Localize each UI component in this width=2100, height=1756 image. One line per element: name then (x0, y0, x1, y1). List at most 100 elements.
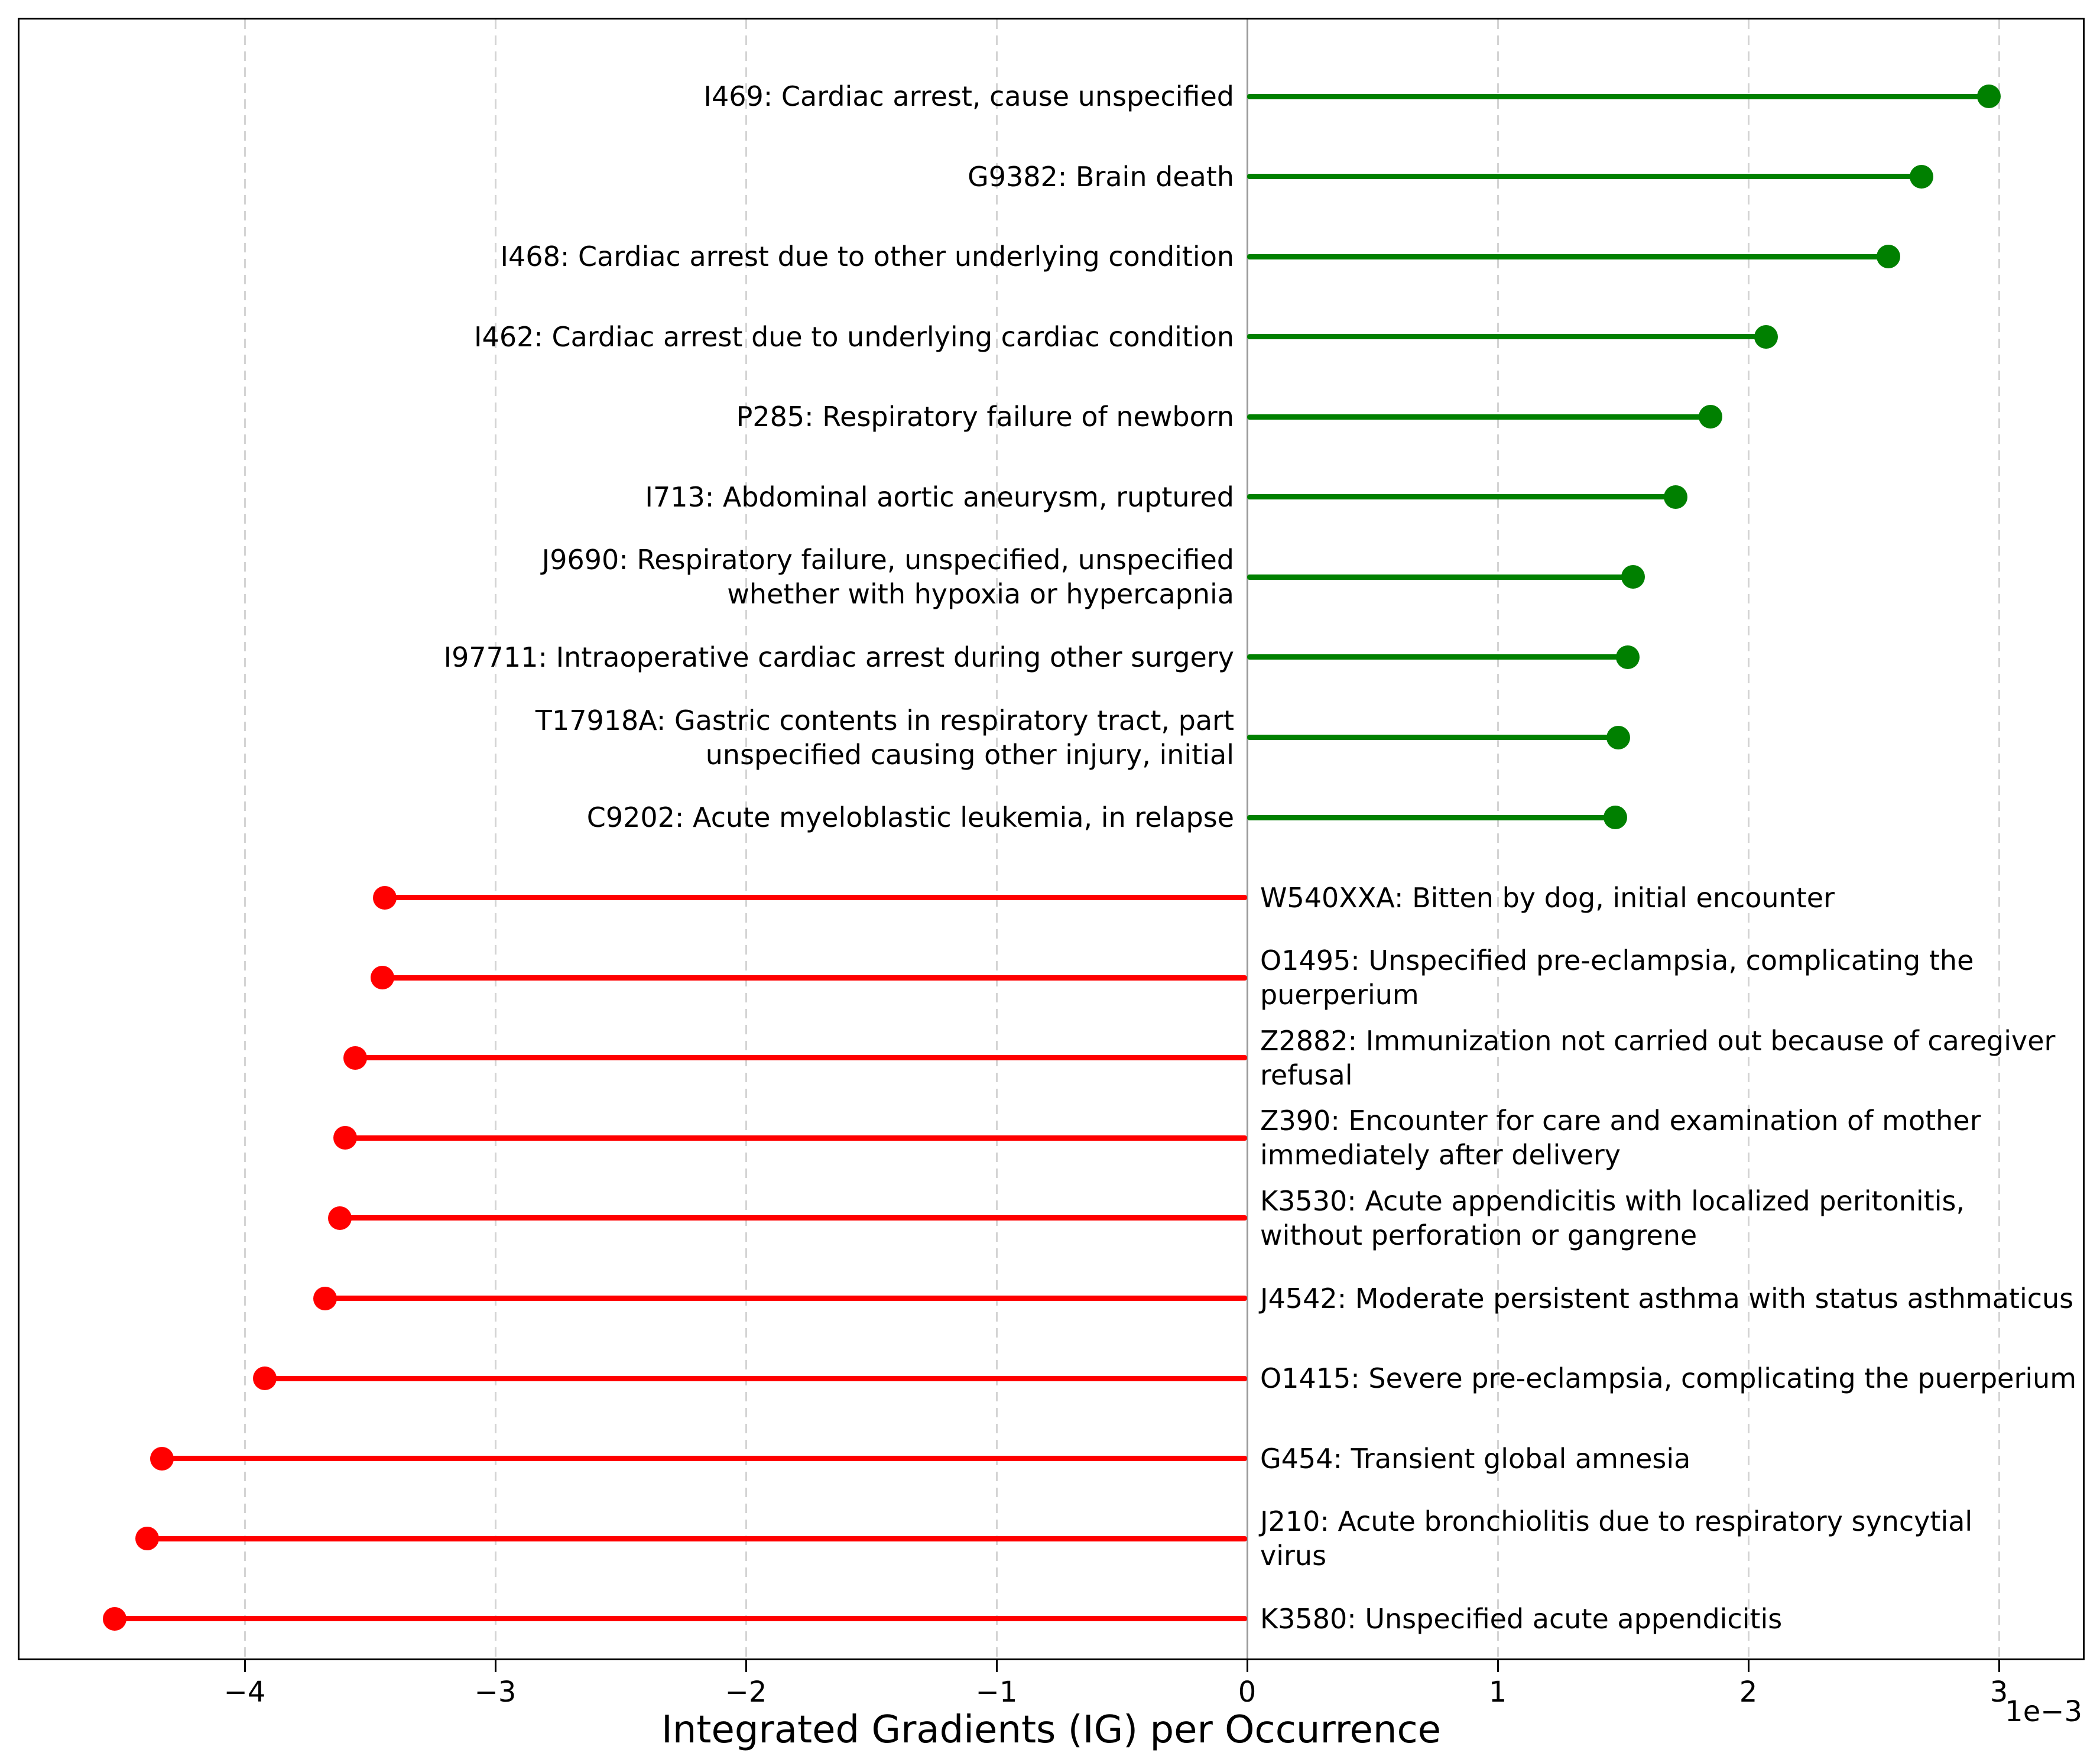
category-label: P285: Respiratory failure of newborn (736, 400, 1234, 434)
x-gridline (1497, 20, 1499, 1658)
category-label: Z2882: Immunization not carried out beca… (1260, 1024, 2055, 1092)
lollipop-dot (1699, 405, 1723, 429)
lollipop-dot (1877, 245, 1901, 269)
lollipop-dot (135, 1527, 159, 1551)
category-label-line: K3580: Unspecified acute appendicitis (1260, 1602, 1783, 1635)
x-gridline (1998, 20, 2000, 1658)
x-axis-label: Integrated Gradients (IG) per Occurrence (661, 1708, 1442, 1752)
category-label-line: I469: Cardiac arrest, cause unspecified (703, 80, 1234, 112)
x-tick-mark (995, 1660, 998, 1672)
x-tick-mark (745, 1660, 747, 1672)
lollipop-stem (1247, 254, 1889, 259)
category-label-line: O1415: Severe pre-eclampsia, complicatin… (1260, 1362, 2077, 1395)
lollipop-dot (1604, 806, 1628, 830)
x-tick-label: 2 (1739, 1676, 1758, 1709)
x-gridline (244, 20, 246, 1658)
category-label-line: O1495: Unspecified pre-eclampsia, compli… (1260, 944, 1974, 977)
category-label: J210: Acute bronchiolitis due to respira… (1260, 1504, 1972, 1573)
category-label-line: C9202: Acute myeloblastic leukemia, in r… (586, 801, 1234, 834)
lollipop-stem (1247, 414, 1711, 420)
lollipop-stem (382, 975, 1247, 981)
lollipop-stem (147, 1536, 1247, 1541)
category-label-line: Z2882: Immunization not carried out beca… (1260, 1024, 2056, 1057)
lollipop-stem (264, 1375, 1247, 1381)
lollipop-stem (162, 1456, 1247, 1462)
category-label: I462: Cardiac arrest due to underlying c… (474, 320, 1234, 354)
plot-area: I469: Cardiac arrest, cause unspecified G… (18, 18, 2085, 1660)
category-label: T17918A: Gastric contents in respiratory… (535, 703, 1234, 772)
x-gridline (494, 20, 496, 1658)
category-label-line: Z390: Encounter for care and examination… (1260, 1105, 1981, 1137)
category-label-line: refusal (1260, 1059, 1353, 1091)
category-label: O1415: Severe pre-eclampsia, complicatin… (1260, 1361, 2076, 1395)
category-label-line: I713: Abdominal aortic aneurysm, rupture… (645, 481, 1234, 513)
x-tick-label: −3 (474, 1676, 517, 1709)
x-tick-label: −1 (975, 1676, 1018, 1709)
category-label-line: immediately after delivery (1260, 1139, 1621, 1171)
category-label-line: T17918A: Gastric contents in respiratory… (535, 704, 1234, 736)
axis-scale-offset: 1e−3 (2005, 1695, 2082, 1728)
category-label-line: puerperium (1260, 979, 1419, 1011)
lollipop-stem (1247, 494, 1676, 500)
category-label-line: I468: Cardiac arrest due to other underl… (500, 241, 1234, 273)
category-label: K3580: Unspecified acute appendicitis (1260, 1602, 1782, 1636)
lollipop-dot (313, 1286, 337, 1310)
category-label-line: G454: Transient global amnesia (1260, 1442, 1691, 1475)
lollipop-dot (1621, 565, 1645, 589)
lollipop-dot (343, 1046, 367, 1070)
x-tick-label: 1 (1488, 1676, 1507, 1709)
lollipop-stem (1247, 654, 1628, 660)
category-label-line: virus (1260, 1540, 1327, 1572)
x-tick-mark (244, 1660, 246, 1672)
category-label: Z390: Encounter for care and examination… (1260, 1103, 1981, 1172)
zero-line (1246, 20, 1248, 1658)
lollipop-dot (1754, 324, 1778, 349)
x-tick-label: −2 (725, 1676, 767, 1709)
x-tick-mark (1497, 1660, 1499, 1672)
category-label: I469: Cardiac arrest, cause unspecified (703, 79, 1234, 113)
x-gridline (745, 20, 747, 1658)
x-tick-mark (1998, 1660, 2000, 1672)
category-label-line: J9690: Respiratory failure, unspecified,… (541, 544, 1234, 576)
category-label-line: K3530: Acute appendicitis with localized… (1260, 1184, 1965, 1217)
x-gridline (995, 20, 998, 1658)
x-tick-label: 3 (1989, 1676, 2008, 1709)
category-label-line: J4542: Moderate persistent asthma with s… (1260, 1282, 2074, 1314)
category-label: C9202: Acute myeloblastic leukemia, in r… (587, 800, 1234, 835)
x-gridline (1747, 20, 1750, 1658)
lollipop-stem (1247, 574, 1633, 580)
category-label: W540XXA: Bitten by dog, initial encounte… (1260, 881, 1835, 915)
lollipop-stem (114, 1616, 1247, 1622)
category-label-line: G9382: Brain death (968, 160, 1234, 193)
lollipop-stem (324, 1296, 1247, 1301)
lollipop-stem (355, 1055, 1247, 1061)
category-label: K3530: Acute appendicitis with localized… (1260, 1184, 1965, 1252)
category-label: I97711: Intraoperative cardiac arrest du… (444, 640, 1234, 674)
lollipop-stem (1247, 735, 1618, 741)
lollipop-stem (1247, 174, 1922, 180)
lollipop-dot (328, 1206, 352, 1230)
category-label: J9690: Respiratory failure, unspecified,… (542, 543, 1234, 611)
x-tick-label: 0 (1238, 1676, 1257, 1709)
category-label-line: whether with hypoxia or hypercapnia (727, 578, 1234, 611)
lollipop-dot (333, 1126, 357, 1150)
lollipop-dot (1616, 645, 1640, 669)
category-label: I713: Abdominal aortic aneurysm, rupture… (645, 480, 1234, 514)
x-tick-mark (1747, 1660, 1750, 1672)
category-label: J4542: Moderate persistent asthma with s… (1260, 1281, 2073, 1316)
category-label-line: W540XXA: Bitten by dog, initial encounte… (1260, 881, 1835, 914)
lollipop-dot (102, 1606, 126, 1631)
lollipop-dot (1606, 725, 1630, 749)
lollipop-dot (1909, 164, 1933, 189)
lollipop-stem (1247, 334, 1766, 340)
category-label-line: P285: Respiratory failure of newborn (736, 401, 1234, 433)
category-label: I468: Cardiac arrest due to other underl… (500, 239, 1234, 274)
lollipop-dot (150, 1446, 174, 1471)
category-label: O1495: Unspecified pre-eclampsia, compli… (1260, 943, 1974, 1012)
lollipop-dot (252, 1367, 277, 1391)
lollipop-stem (1247, 93, 1989, 99)
lollipop-dot (1977, 85, 2001, 108)
lollipop-dot (1664, 485, 1688, 509)
lollipop-dot (373, 885, 397, 910)
